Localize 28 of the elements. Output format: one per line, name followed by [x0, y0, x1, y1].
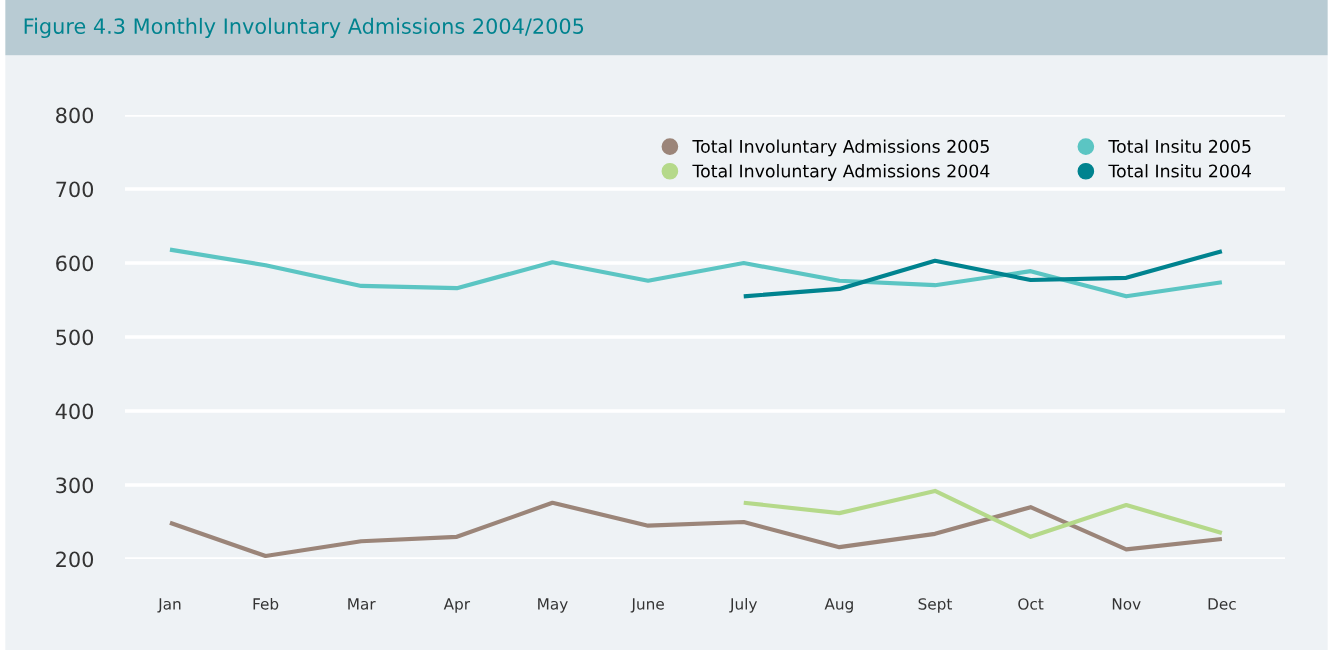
legend-label: Total Involuntary Admissions 2004: [692, 164, 990, 181]
x-tick-label: May: [538, 598, 568, 613]
x-tick-label: Apr: [443, 598, 471, 613]
legend-label: Total Insitu 2005: [1108, 139, 1251, 153]
x-tick-label: Dec: [1208, 598, 1236, 610]
x-tick-label: June: [630, 598, 664, 613]
y-tick-label: 800: [56, 107, 94, 124]
y-tick-label: 600: [56, 255, 94, 272]
line-series: [741, 488, 1224, 539]
x-tick-label: Sept: [918, 598, 953, 613]
chart-title: Figure 4.3 Monthly Involuntary Admissions 2004/2005: [24, 17, 584, 39]
x-tick-label: Jan: [157, 598, 181, 613]
line-series: [167, 500, 1224, 559]
x-tick-label: Oct: [1018, 598, 1044, 610]
line-series: [167, 247, 1224, 299]
x-tick-label: Nov: [1112, 598, 1141, 610]
legend-label: Total Insitu 2004: [1108, 164, 1252, 178]
x-tick-label: Feb: [253, 597, 279, 610]
x-tick-label: Aug: [824, 598, 853, 613]
y-tick-label: 200: [56, 551, 94, 568]
y-tick-label: 400: [55, 403, 94, 420]
line-series: [741, 249, 1224, 299]
y-tick-label: 700: [56, 181, 94, 198]
y-tick-label: 500: [56, 329, 94, 346]
legend-label: Total Involuntary Admissions 2005: [692, 139, 989, 157]
x-tick-label: July: [729, 597, 758, 613]
y-tick-label: 300: [56, 477, 94, 494]
x-tick-label: Mar: [348, 598, 376, 610]
